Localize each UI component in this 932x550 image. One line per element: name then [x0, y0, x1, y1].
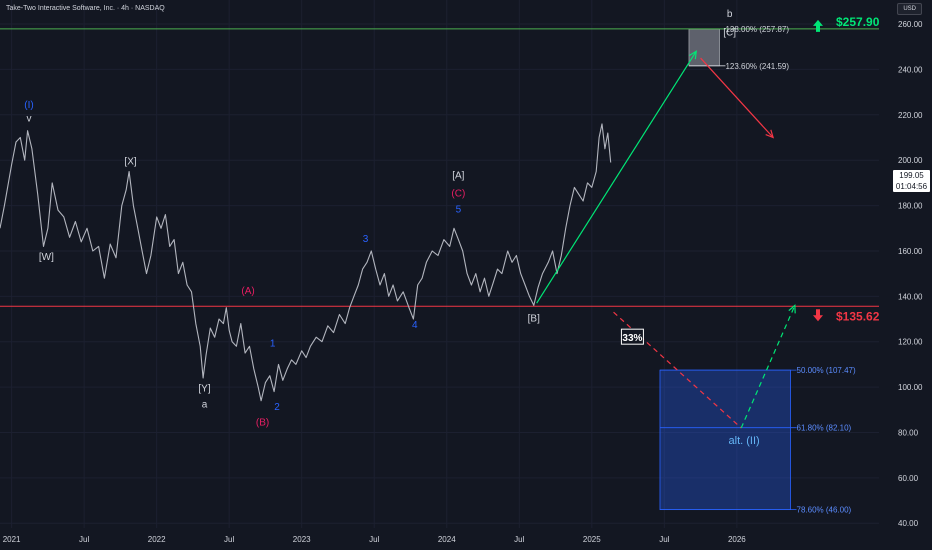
wave-label: (B)	[256, 418, 269, 429]
wave-label: 1	[270, 338, 276, 349]
wave-label: 4	[412, 320, 418, 331]
wave-label: [C]	[723, 27, 736, 38]
x-tick-label: Jul	[79, 535, 89, 544]
x-tick-label: Jul	[224, 535, 234, 544]
price-series	[0, 123, 612, 402]
price-line	[0, 123, 612, 402]
last-price-box: 199.05 01:04:56	[893, 170, 930, 192]
y-tick-label: 180.00	[898, 202, 923, 211]
x-tick-label: 2025	[583, 535, 601, 544]
wave-label: [W]	[39, 252, 54, 263]
projection-path	[536, 50, 697, 304]
probability-label: 33%	[622, 333, 642, 344]
y-tick-label: 240.00	[898, 65, 923, 74]
x-tick-label: Jul	[514, 535, 524, 544]
x-tick-label: 2023	[293, 535, 311, 544]
x-tick-label: Jul	[659, 535, 669, 544]
y-tick-label: 40.00	[898, 519, 919, 528]
y-tick-label: 140.00	[898, 292, 923, 301]
level-lines: $257.90 $135.62	[0, 15, 880, 323]
x-tick-label: 2021	[3, 535, 21, 544]
support-price-label: $135.62	[836, 309, 880, 323]
probability-badge	[620, 328, 644, 345]
y-tick-label: 200.00	[898, 156, 923, 165]
projection-path	[700, 57, 774, 138]
x-tick-label: 2024	[438, 535, 456, 544]
y-tick-label: 220.00	[898, 111, 923, 120]
wave-label: 2	[274, 402, 280, 413]
fib-label: 138.00% (257.87)	[725, 25, 789, 34]
wave-label: [Y]	[198, 384, 210, 395]
fib-label: 61.80% (82.10)	[797, 424, 852, 433]
currency-badge[interactable]: USD	[897, 3, 922, 15]
x-tick-label: Jul	[369, 535, 379, 544]
y-tick-label: 120.00	[898, 338, 923, 347]
bar-countdown: 01:04:56	[895, 182, 928, 191]
path-arrowhead	[765, 129, 775, 139]
y-tick-label: 60.00	[898, 474, 919, 483]
wave-label: v	[27, 114, 32, 125]
y-tick-label: 80.00	[898, 428, 919, 437]
x-tick-label: 2026	[728, 535, 746, 544]
y-tick-label: 260.00	[898, 20, 923, 29]
fib-label: 123.60% (241.59)	[725, 62, 789, 71]
y-axis: 40.00 60.00 80.00 100.00 120.00 140.00 160.00 1…	[898, 20, 923, 528]
x-tick-label: 2022	[148, 535, 166, 544]
symbol-header: Take-Two Interactive Software, Inc. · 4h…	[6, 5, 165, 12]
x-axis: 2021 Jul 2022 Jul 2023 Jul 2024 Jul 2025 Jul 2026	[3, 535, 747, 544]
last-price: 199.05	[899, 171, 924, 180]
path-arrowhead	[788, 304, 796, 314]
fib-label: 50.00% (107.47)	[797, 366, 856, 375]
wave-label: b	[727, 9, 733, 20]
target-price-label: $257.90	[836, 15, 880, 29]
wave-label: [B]	[528, 313, 540, 324]
fib-labels: 138.00% (257.87) 123.60% (241.59) 50.00% (…	[725, 25, 856, 515]
wave-label: alt. (II)	[729, 435, 760, 447]
wave-label: [X]	[124, 157, 136, 168]
wave-label: (A)	[241, 286, 254, 297]
path-arrowhead	[689, 50, 697, 60]
wave-label: 5	[456, 204, 462, 215]
wave-label: (I)	[24, 100, 33, 111]
y-tick-label: 100.00	[898, 383, 923, 392]
projection-path	[740, 305, 796, 429]
fib-label: 78.60% (46.00)	[797, 506, 852, 515]
wave-label: [A]	[452, 170, 464, 181]
fib-zones	[659, 28, 797, 511]
wave-label: 3	[363, 234, 369, 245]
y-tick-label: 160.00	[898, 247, 923, 256]
wave-label: (C)	[451, 188, 465, 199]
arrow-up-icon	[813, 19, 823, 32]
arrow-down-icon	[813, 309, 823, 322]
wave-label: a	[202, 400, 208, 411]
fib-zone-blue	[659, 369, 791, 511]
wave-labels: (I) v [W] [X] (A) [Y] a 1 2 (B) 3 4 [A] (C) 5 [B] b [C] al…	[24, 9, 759, 447]
fib-zone-grey	[688, 28, 720, 67]
